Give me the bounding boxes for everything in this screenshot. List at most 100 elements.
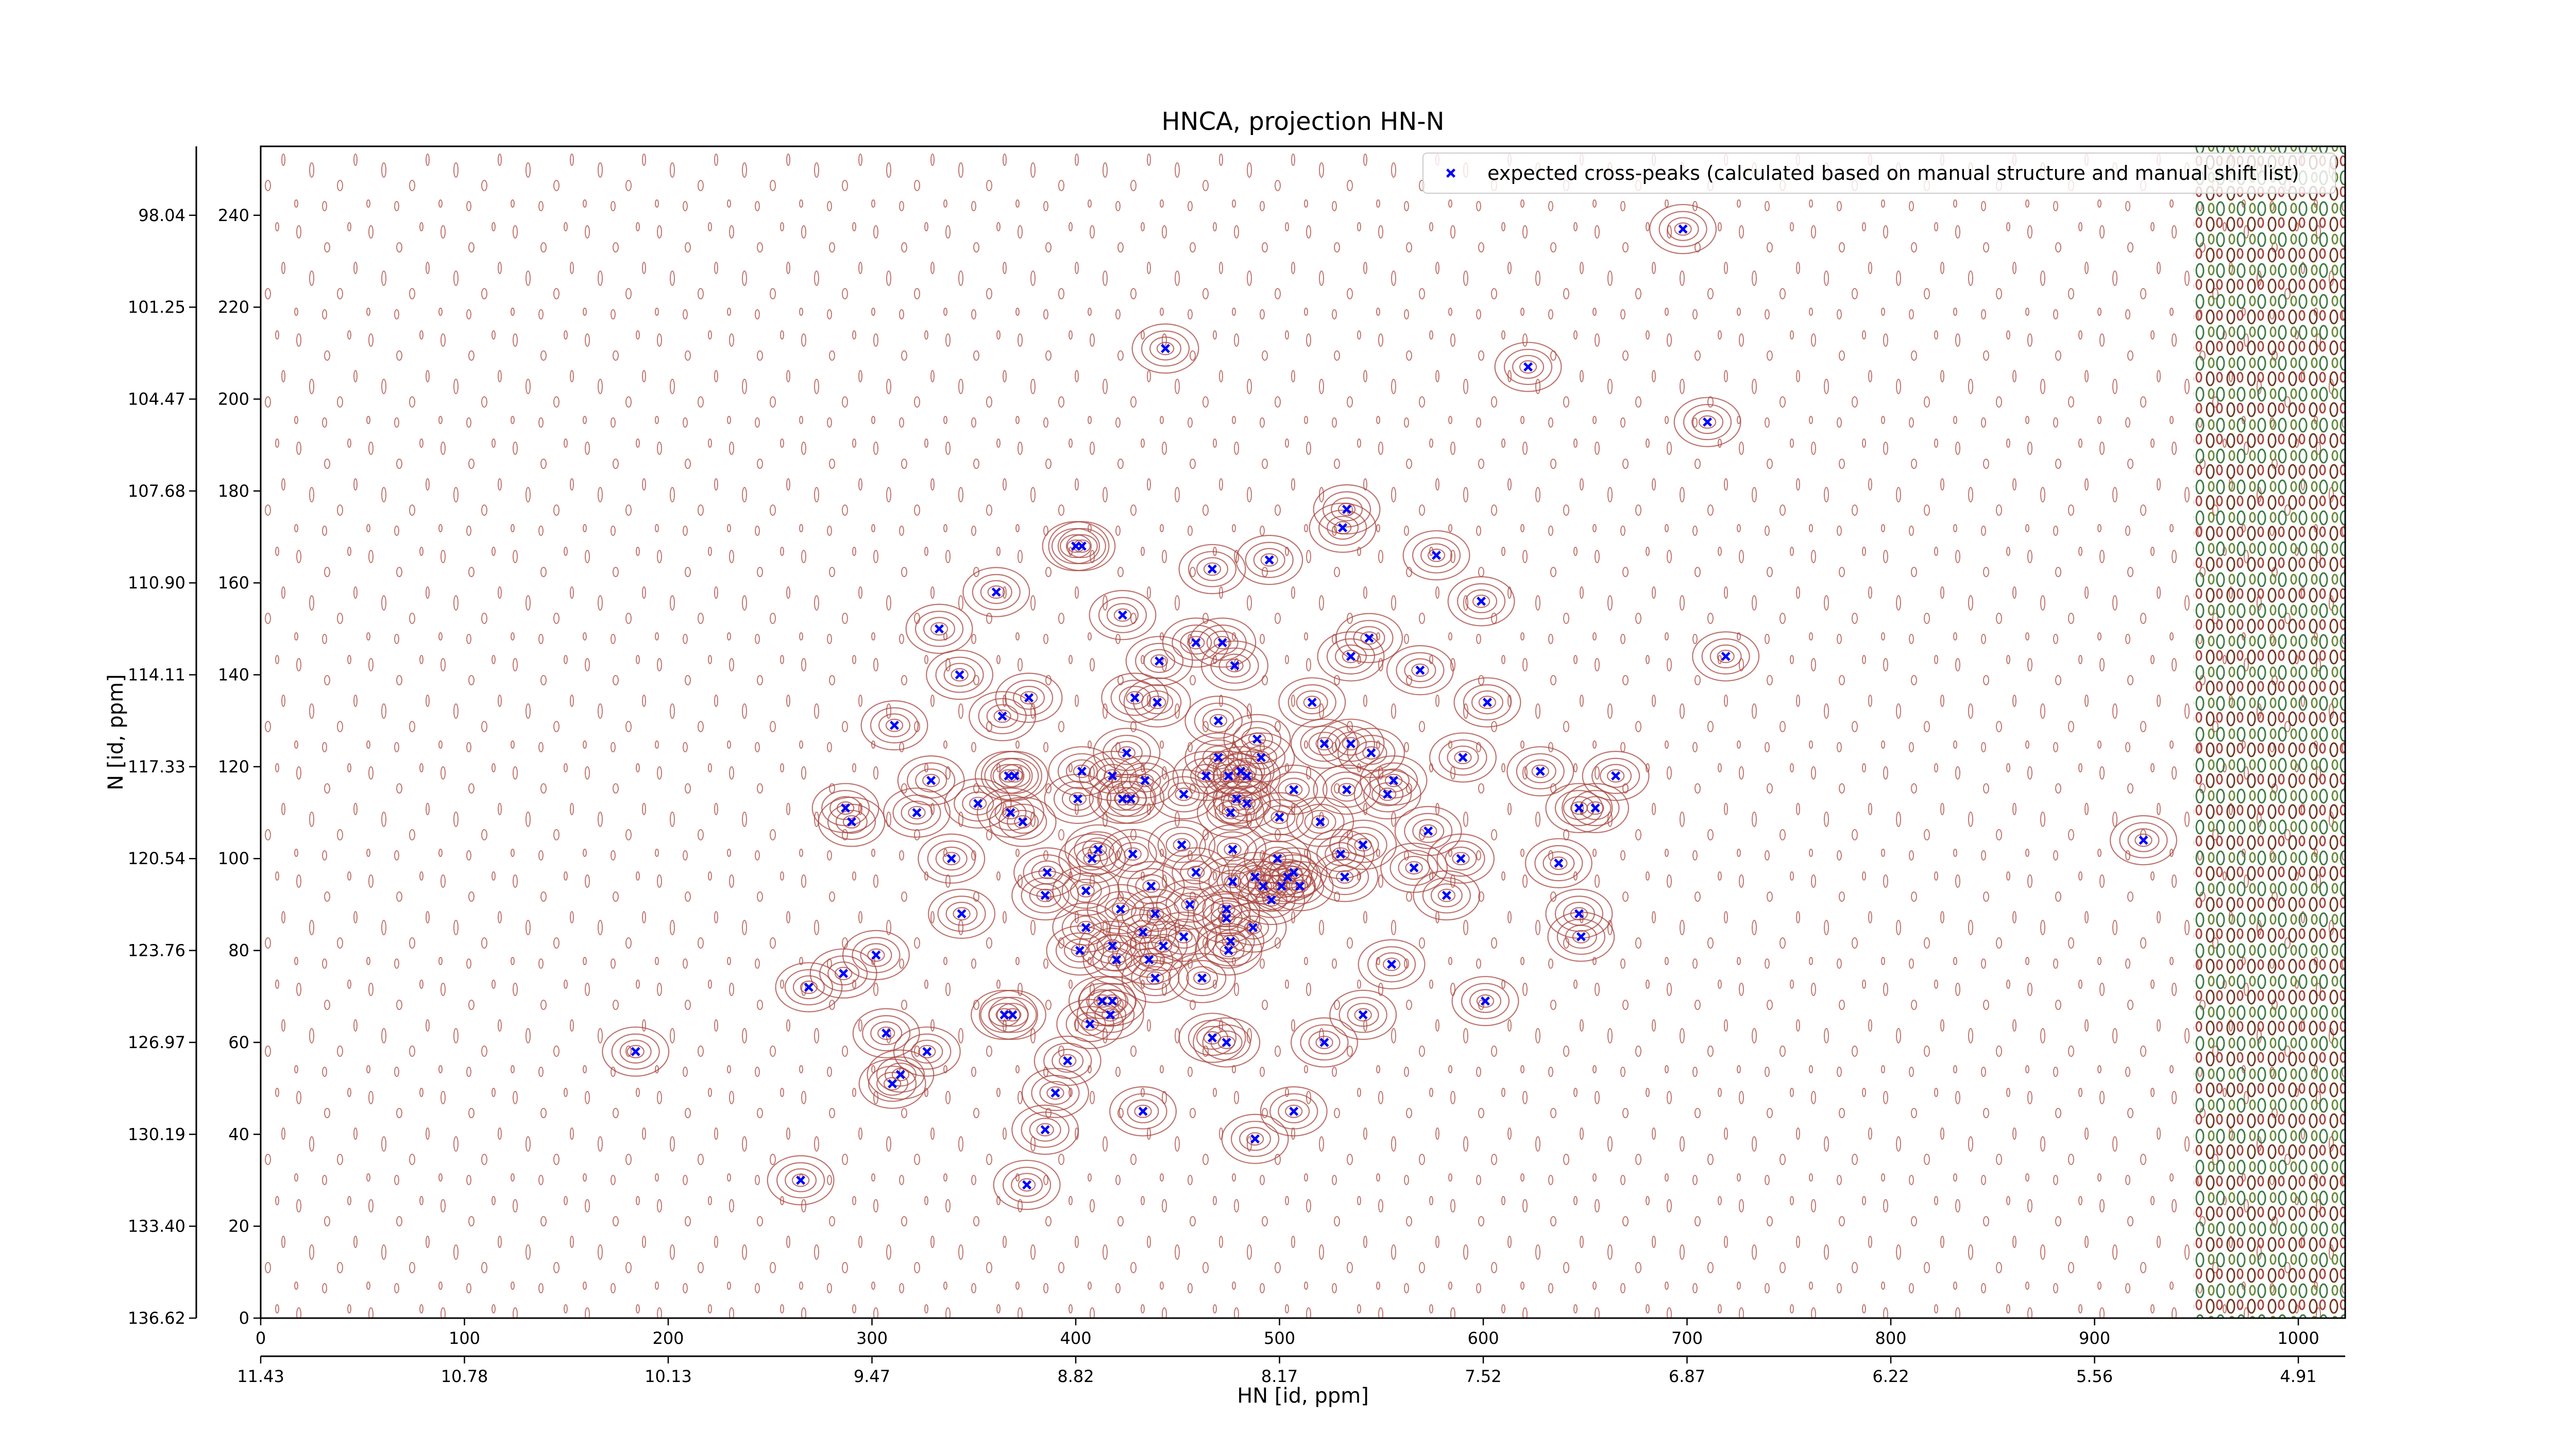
peak-contour	[1184, 696, 1252, 746]
peak-contour	[1189, 617, 1257, 668]
peak-contour	[842, 815, 861, 829]
ppm-y-tick-label: 101.25	[128, 297, 185, 317]
peak-contour	[1101, 672, 1169, 723]
cross-peak	[1477, 596, 1486, 606]
peak-contour	[978, 698, 1027, 734]
peak-contour	[1070, 879, 1102, 903]
peak-contour	[1469, 989, 1501, 1013]
peak-contour	[1376, 952, 1408, 976]
peak-contour	[1516, 753, 1565, 789]
peak-contour	[1278, 778, 1310, 802]
cross-peak	[1179, 932, 1189, 941]
peak-contour	[1300, 726, 1349, 762]
peak-contour	[1308, 1030, 1341, 1055]
peak-contour	[1210, 897, 1243, 921]
peak-contour	[784, 969, 834, 1006]
peak-contour	[930, 622, 948, 636]
peak-contour	[858, 1058, 926, 1109]
peak-contour	[1106, 603, 1139, 627]
peak-contour	[785, 1168, 817, 1192]
peak-contour	[1396, 652, 1445, 688]
peak-contour	[1447, 576, 1515, 627]
cross-peak	[1409, 863, 1419, 873]
ppm-y-tick-label: 120.54	[128, 849, 185, 868]
peak-contour	[1219, 902, 1287, 953]
peak-contour	[1029, 1118, 1061, 1142]
peak-contour	[1210, 647, 1259, 684]
cross-peak	[1432, 550, 1442, 560]
peak-contour	[1273, 879, 1291, 893]
peak-contour	[1534, 845, 1583, 882]
peak-contour	[1125, 636, 1193, 686]
cross-peak	[1081, 886, 1091, 896]
peak-contour	[1202, 709, 1234, 733]
peak-contour	[862, 1015, 911, 1052]
peak-contour	[1331, 778, 1363, 802]
peak-contour	[1006, 769, 1024, 783]
cross-peak	[1081, 923, 1091, 932]
cross-peak	[1018, 817, 1028, 827]
peak-contour	[1303, 696, 1321, 710]
peak-contour	[1172, 854, 1221, 891]
ppm-x-tick-label: 5.56	[2076, 1367, 2113, 1386]
contour-background	[261, 146, 2345, 1318]
peak-contour	[1197, 787, 1265, 838]
cross-peak	[1042, 867, 1052, 877]
y-tick-label: 0	[239, 1308, 249, 1328]
peak-contour	[1427, 833, 1495, 884]
peak-contour	[1245, 542, 1294, 578]
peak-contour	[792, 975, 825, 1000]
peak-contour	[1039, 1081, 1072, 1105]
peak-contour	[944, 778, 1012, 829]
peak-contour	[2109, 815, 2177, 866]
peak-contour	[1519, 360, 1537, 374]
peak-contour	[1353, 769, 1421, 820]
peak-contour	[1347, 735, 1396, 771]
peak-contour	[878, 713, 911, 737]
peak-contour	[1031, 1074, 1080, 1111]
peak-contour	[1174, 892, 1206, 917]
peak-contour	[1089, 843, 1107, 856]
peak-contour	[1073, 539, 1091, 553]
cross-peak	[1146, 881, 1156, 891]
peak-contour	[1202, 1024, 1251, 1061]
peak-contour	[1209, 714, 1228, 728]
peak-contour	[1081, 1017, 1099, 1031]
cross-peak	[1161, 344, 1171, 353]
peak-contour	[1165, 833, 1198, 857]
peak-contour	[1411, 663, 1429, 677]
peak-contour	[1556, 918, 1605, 955]
ppm-x-tick-label: 8.82	[1057, 1367, 1094, 1386]
cross-peak	[895, 1070, 905, 1080]
peak-contour	[1327, 515, 1359, 540]
peak-contour	[1167, 782, 1200, 806]
peak-contour	[1317, 631, 1385, 682]
peak-contour	[1360, 631, 1378, 645]
ppm-x-tick-label: 7.52	[1465, 1367, 1501, 1386]
cross-peak	[1112, 955, 1122, 965]
peak-contour	[1709, 644, 1742, 669]
cross-peak	[1024, 693, 1034, 703]
peak-contour	[927, 840, 976, 877]
cross-peak	[1213, 753, 1223, 763]
peak-contour	[1218, 653, 1251, 678]
cross-peak	[997, 711, 1007, 721]
peak-contour	[1052, 1049, 1084, 1073]
cross-peak	[841, 803, 851, 813]
peak-contour	[775, 962, 843, 1013]
cross-peak	[935, 624, 944, 634]
cross-peak	[839, 969, 849, 979]
peak-contour	[1069, 792, 1087, 806]
cross-peak	[1228, 877, 1238, 886]
cross-peak	[1226, 936, 1235, 946]
peak-contour	[986, 794, 1035, 831]
cross-peak	[1242, 799, 1252, 808]
cross-peak	[1703, 417, 1713, 427]
y-tick-label: 60	[228, 1033, 249, 1052]
peak-contour	[1178, 544, 1246, 595]
peak-contour	[1591, 757, 1640, 794]
peak-contour	[1412, 819, 1445, 843]
y-tick-label: 140	[218, 665, 249, 685]
peak-contour	[1098, 597, 1147, 633]
peak-contour	[1322, 491, 1371, 528]
